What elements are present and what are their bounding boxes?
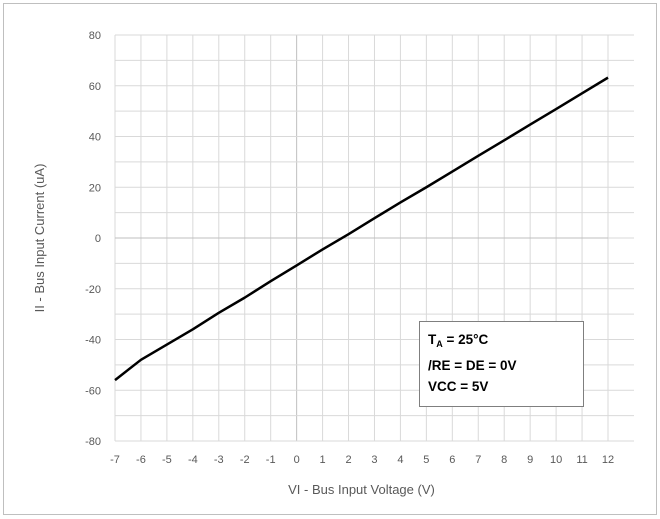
x-tick-label: 12 bbox=[602, 454, 614, 466]
x-tick-label: 5 bbox=[423, 454, 429, 466]
series-line bbox=[114, 76, 609, 382]
conditions-annotation: TA = 25°C /RE = DE = 0V VCC = 5V bbox=[419, 321, 584, 407]
x-tick-label: -4 bbox=[188, 454, 198, 466]
x-tick-label: 4 bbox=[397, 454, 403, 466]
y-axis-title: II - Bus Input Current (uA) bbox=[32, 164, 47, 313]
y-tick-label: 60 bbox=[89, 81, 101, 93]
x-tick-label: -5 bbox=[162, 454, 172, 466]
series-layer bbox=[114, 76, 609, 382]
x-tick-label: 0 bbox=[294, 454, 300, 466]
x-tick-label: -1 bbox=[266, 454, 276, 466]
x-tick-label: 8 bbox=[501, 454, 507, 466]
chart-svg: -7 -6 -5 -4 -3 -2 -1 0 1 2 3 4 5 6 7 8 9 10 11 12-80-60-40-… bbox=[32, 30, 634, 497]
x-tick-label: -6 bbox=[136, 454, 146, 466]
x-tick-label: 11 bbox=[576, 454, 587, 466]
y-tick-label: -80 bbox=[85, 436, 101, 448]
y-tick-label: -20 bbox=[85, 284, 101, 296]
x-tick-label: -3 bbox=[214, 454, 224, 466]
enable-condition: /RE = DE = 0V bbox=[428, 358, 517, 373]
x-tick-label: 10 bbox=[550, 454, 562, 466]
y-tick-label: 20 bbox=[89, 182, 101, 194]
y-tick-label: -60 bbox=[85, 385, 101, 397]
chart-frame: -7 -6 -5 -4 -3 -2 -1 0 1 2 3 4 5 6 7 8 9 10 11 12 -80 -60 -40-… bbox=[3, 3, 657, 515]
supply-condition: VCC = 5V bbox=[428, 379, 489, 394]
y-tick-label: 0 bbox=[95, 233, 101, 245]
x-tick-label: 6 bbox=[449, 454, 455, 466]
y-tick-label: 80 bbox=[89, 30, 101, 42]
x-tick-label: -7 bbox=[110, 454, 120, 466]
x-tick-label: 1 bbox=[320, 454, 326, 466]
y-tick-label: 40 bbox=[89, 132, 101, 144]
x-tick-label: 3 bbox=[371, 454, 377, 466]
x-tick-label: 9 bbox=[527, 454, 533, 466]
x-tick-label: 2 bbox=[345, 454, 351, 466]
x-tick-label: 7 bbox=[475, 454, 481, 466]
temperature-condition: TA = 25°C bbox=[428, 332, 489, 349]
x-tick-label: -2 bbox=[240, 454, 250, 466]
x-axis-title: VI - Bus Input Voltage (V) bbox=[288, 482, 435, 497]
tick-layer: -7 -6 -5 -4 -3 -2 -1 0 1 2 3 4 5 6 7 8 9 10 11 12-80-60-40-… bbox=[85, 30, 614, 466]
y-tick-label: -40 bbox=[85, 335, 101, 347]
